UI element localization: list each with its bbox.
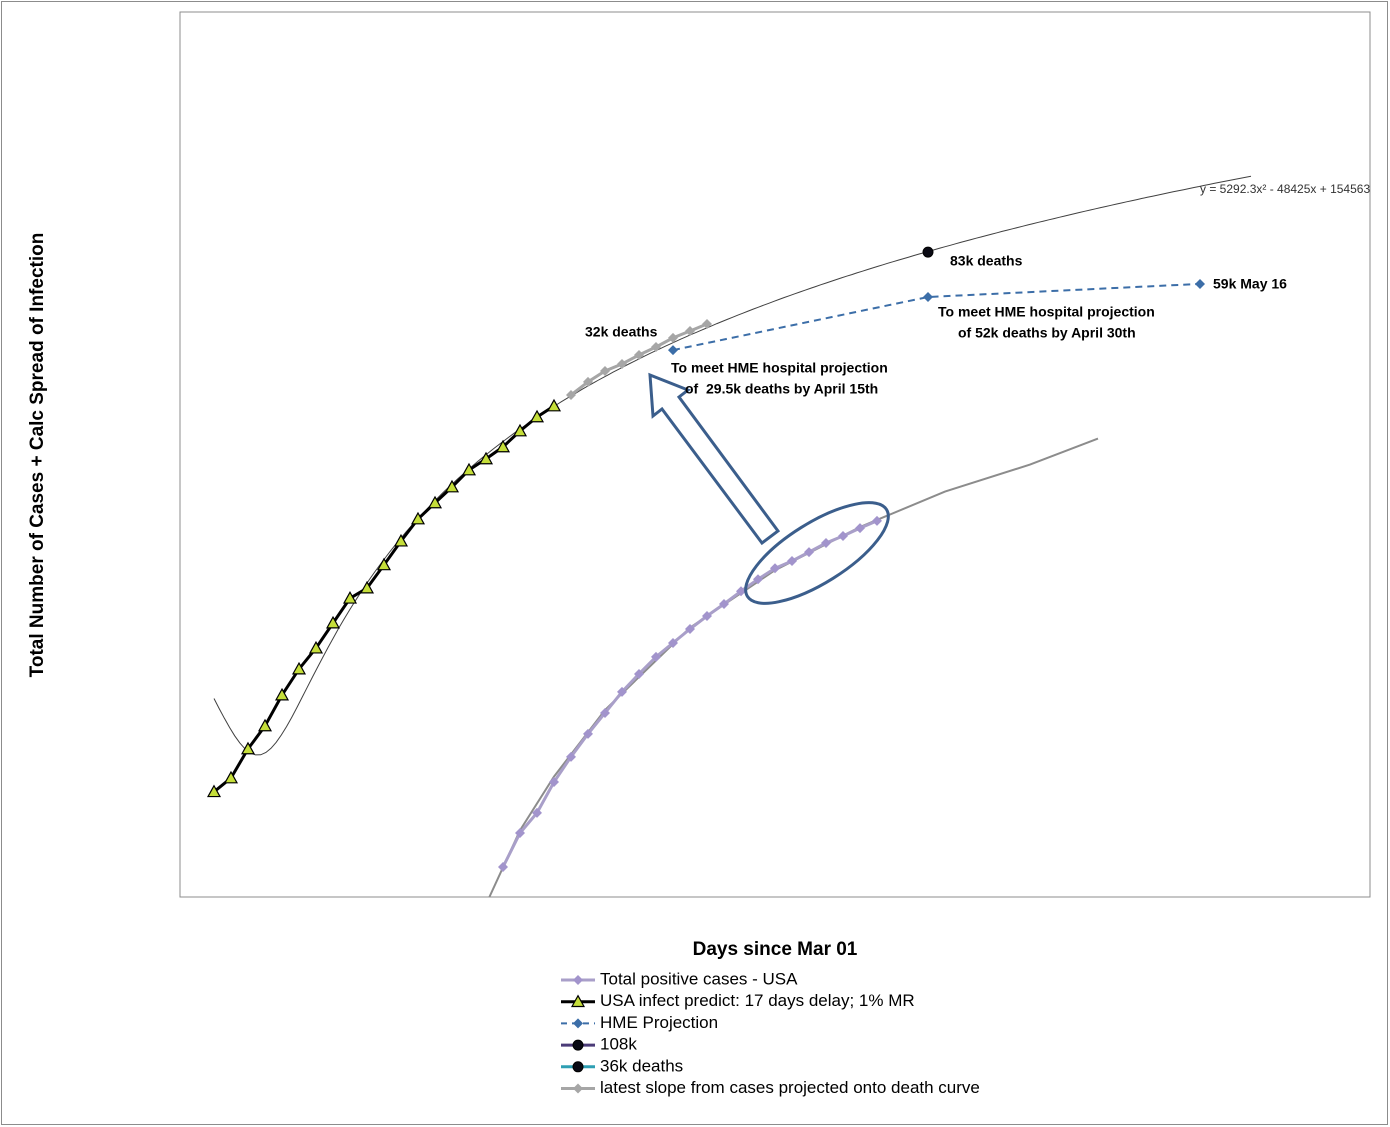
legend-marker bbox=[572, 1061, 584, 1073]
marker bbox=[566, 751, 576, 762]
marker bbox=[359, 580, 375, 594]
marker bbox=[206, 784, 222, 798]
marker bbox=[444, 479, 460, 493]
legend-label: HME Projection bbox=[600, 1013, 718, 1032]
x-axis-title: Days since Mar 01 bbox=[693, 939, 858, 960]
marker bbox=[719, 599, 729, 610]
marker bbox=[855, 523, 865, 534]
marker bbox=[651, 651, 661, 662]
marker bbox=[583, 376, 593, 387]
marker bbox=[532, 807, 542, 818]
marker bbox=[736, 586, 746, 597]
annotation: To meet HME hospital projection bbox=[938, 304, 1155, 320]
marker bbox=[566, 389, 576, 400]
annotation: 32k deaths bbox=[585, 324, 658, 340]
marker bbox=[223, 770, 239, 784]
trendline-equation: y = 5292.3x² - 48425x + 154563 bbox=[1200, 182, 1370, 196]
marker bbox=[685, 325, 695, 336]
legend-marker bbox=[572, 1039, 584, 1051]
marker bbox=[410, 511, 426, 525]
marker bbox=[668, 637, 678, 648]
marker bbox=[617, 359, 627, 370]
annotation: of 52k deaths by April 30th bbox=[958, 325, 1136, 341]
plot-frame bbox=[179, 11, 1371, 898]
marker bbox=[702, 610, 712, 621]
marker bbox=[427, 495, 443, 509]
series-line bbox=[672, 282, 1201, 352]
marker bbox=[702, 318, 712, 329]
marker bbox=[922, 246, 934, 258]
marker bbox=[923, 292, 933, 303]
marker bbox=[668, 332, 678, 343]
marker bbox=[583, 728, 593, 739]
legend-label: 108k bbox=[600, 1035, 637, 1054]
marker bbox=[308, 640, 324, 654]
annotation: To meet HME hospital projection bbox=[671, 360, 888, 376]
legend-marker bbox=[573, 975, 583, 985]
marker bbox=[461, 462, 477, 476]
legend-marker bbox=[573, 1083, 583, 1094]
plot bbox=[206, 246, 1205, 873]
marker bbox=[515, 828, 525, 839]
marker bbox=[546, 398, 562, 412]
marker bbox=[634, 349, 644, 360]
labels: y = 5292.3x² - 48425x + 154563 32k deaths… bbox=[585, 182, 1370, 397]
marker bbox=[495, 439, 511, 453]
highlight-ellipse bbox=[744, 501, 890, 605]
marker bbox=[600, 707, 610, 718]
marker bbox=[1195, 278, 1205, 289]
legend-label: USA infect predict: 17 days delay; 1% MR bbox=[600, 991, 915, 1010]
marker bbox=[668, 345, 678, 356]
marker bbox=[821, 538, 831, 549]
marker bbox=[685, 623, 695, 634]
marker bbox=[325, 615, 341, 629]
marker bbox=[393, 533, 409, 547]
marker bbox=[376, 557, 392, 571]
arrow bbox=[648, 372, 781, 546]
marker bbox=[478, 451, 494, 465]
marker bbox=[529, 409, 545, 423]
marker bbox=[240, 741, 256, 755]
marker bbox=[342, 591, 358, 604]
marker bbox=[634, 668, 644, 679]
marker bbox=[257, 718, 273, 732]
marker bbox=[600, 366, 610, 377]
marker bbox=[872, 515, 882, 526]
marker bbox=[770, 563, 780, 574]
annotation: 59k May 16 bbox=[1213, 276, 1287, 292]
legend-marker bbox=[573, 1018, 583, 1029]
annotation: of 29.5k deaths by April 15th bbox=[685, 381, 878, 397]
legend-label: latest slope from cases projected onto d… bbox=[600, 1078, 980, 1097]
marker bbox=[274, 687, 290, 701]
marker bbox=[498, 862, 508, 873]
marker bbox=[549, 776, 559, 787]
y-axis-title: Total Number of Cases + Calc Spread of I… bbox=[27, 233, 48, 678]
legend-marker bbox=[570, 994, 586, 1008]
trendline bbox=[213, 175, 1252, 756]
marker bbox=[787, 556, 797, 567]
marker bbox=[753, 574, 763, 585]
marker bbox=[617, 686, 627, 697]
legend-label: 36k deaths bbox=[600, 1056, 683, 1075]
marker bbox=[512, 423, 528, 437]
marker bbox=[651, 341, 661, 352]
marker bbox=[838, 531, 848, 542]
marker bbox=[291, 661, 307, 675]
legend-label: Total positive cases - USA bbox=[600, 969, 798, 988]
legend: Total positive cases - USA USA infect pre… bbox=[561, 969, 980, 1097]
marker bbox=[804, 547, 814, 558]
annotation: 83k deaths bbox=[950, 253, 1023, 269]
